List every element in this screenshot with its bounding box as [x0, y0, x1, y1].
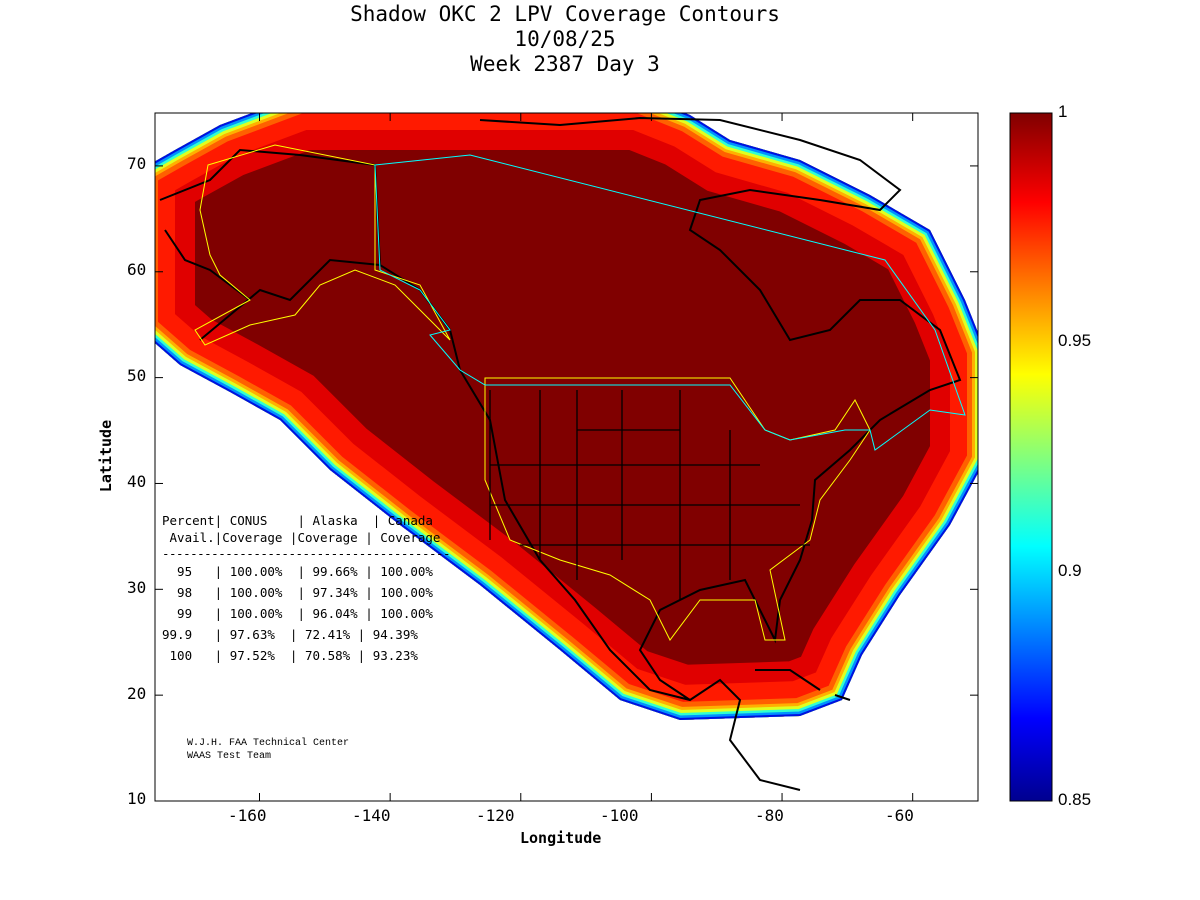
colorbar-tick-label: 0.95: [1058, 331, 1092, 350]
table-row: 99 | 100.00% | 96.04% | 100.00%: [162, 606, 433, 621]
x-tick-label: -80: [755, 806, 784, 825]
y-tick-label: 70: [127, 154, 147, 173]
table-row: 98 | 100.00% | 97.34% | 100.00%: [162, 585, 433, 600]
table-row: 100 | 97.52% | 70.58% | 93.23%: [162, 648, 418, 663]
x-tick-label: -100: [600, 806, 639, 825]
coverage-table-header-2: Avail.|Coverage |Coverage | Coverage: [162, 530, 441, 545]
title-line-2: 10/08/25: [514, 27, 616, 51]
credit-line-1: W.J.H. FAA Technical Center: [187, 738, 350, 749]
credit-line-2: WAAS Test Team: [187, 751, 272, 762]
x-tick-label: -120: [476, 806, 515, 825]
table-row: 95 | 100.00% | 99.66% | 100.00%: [162, 564, 433, 579]
coverage-table-separator: ----------------------------------------…: [162, 546, 451, 561]
x-axis-label: Longitude: [520, 829, 602, 847]
x-tick-label: -160: [228, 806, 267, 825]
title-line-3: Week 2387 Day 3: [470, 52, 660, 76]
x-tick-label: -140: [352, 806, 391, 825]
colorbar-tick-label: 1: [1058, 102, 1068, 121]
y-tick-label: 30: [127, 578, 147, 597]
canada-service-volume: [374, 154, 966, 451]
caribbean-islands: [755, 669, 851, 701]
colorbar: [1009, 112, 1053, 802]
conus-service-volume: [484, 377, 871, 641]
y-axis-label: Latitude: [97, 419, 116, 493]
y-tick-label: 50: [127, 366, 147, 385]
y-tick-label: 60: [127, 260, 147, 279]
table-row: 99.9 | 97.63% | 72.41% | 94.39%: [162, 627, 418, 642]
alaska-service-volume: [194, 144, 451, 346]
coastline: [159, 116, 962, 791]
colorbar-tick-label: 0.9: [1058, 561, 1082, 580]
plot-frame: [154, 112, 979, 802]
title-line-1: Shadow OKC 2 LPV Coverage Contours: [350, 2, 780, 26]
coverage-contours: [155, 113, 978, 791]
y-tick-label: 20: [127, 684, 147, 703]
colorbar-tick-label: 0.85: [1058, 790, 1092, 809]
coverage-table-header-1: Percent| CONUS | Alaska | Canada: [162, 513, 433, 528]
state-borders: [489, 390, 810, 600]
y-tick-label: 40: [127, 472, 147, 491]
x-tick-label: -60: [885, 806, 914, 825]
y-tick-label: 10: [127, 789, 147, 808]
